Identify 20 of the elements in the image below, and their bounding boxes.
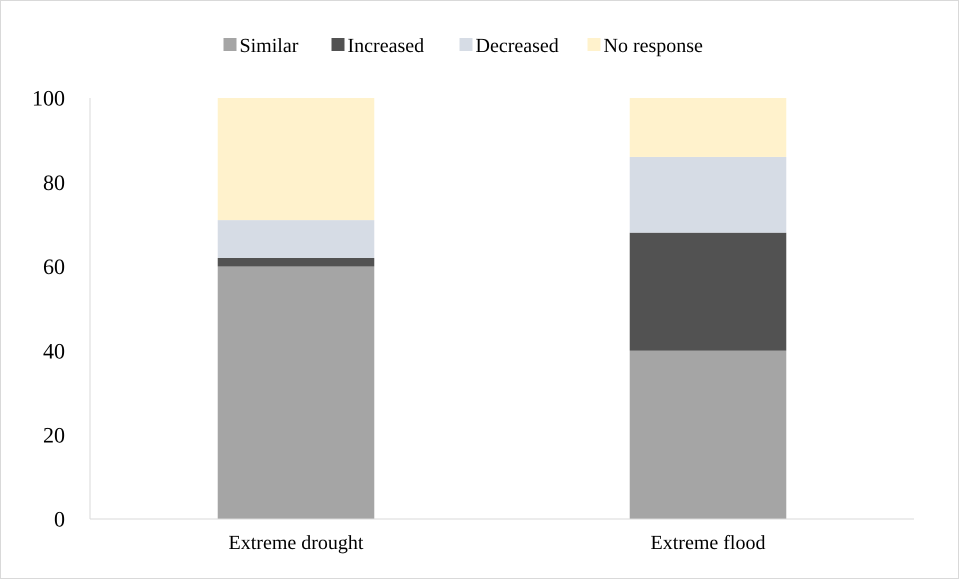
bar: [630, 232, 786, 351]
y-tick-label: 0: [54, 506, 65, 532]
legend-label: No response: [604, 35, 704, 57]
bar: [218, 258, 374, 266]
bar: [630, 156, 786, 233]
y-tick-label: 80: [43, 170, 65, 195]
bar: [218, 266, 374, 519]
y-tick-label: 20: [43, 422, 65, 448]
bar: [218, 98, 374, 220]
bar: [630, 98, 786, 157]
y-tick-label: 100: [32, 86, 65, 111]
x-tick-label: Extreme drought: [228, 532, 364, 554]
legend-label: Increased: [348, 35, 424, 57]
bar: [218, 220, 374, 258]
y-tick-label: 60: [43, 254, 65, 280]
legend-label: Similar: [240, 35, 299, 57]
bar: [630, 350, 786, 519]
y-tick-label: 40: [43, 338, 65, 364]
x-tick-label: Extreme flood: [650, 532, 766, 554]
legend-label: Decreased: [476, 35, 559, 57]
